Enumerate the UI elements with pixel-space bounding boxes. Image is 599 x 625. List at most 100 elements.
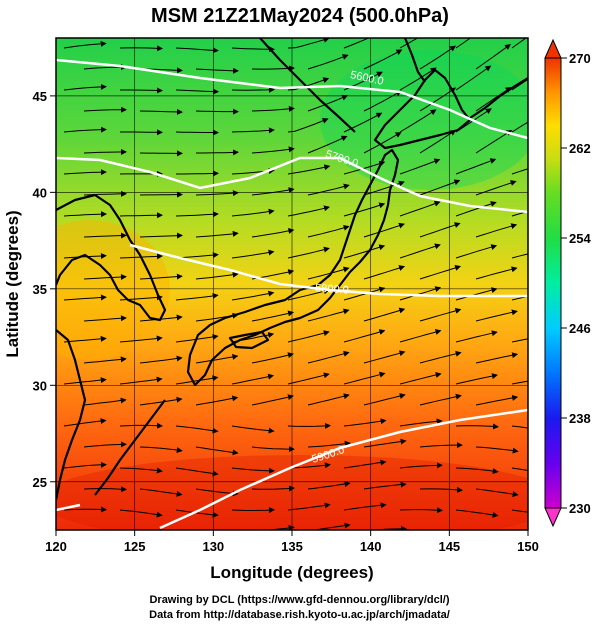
streamline-arrow	[399, 372, 442, 385]
streamline-arrow	[139, 355, 183, 364]
streamline-arrow	[363, 265, 406, 280]
contour-5600	[56, 58, 528, 140]
streamline-arrow	[119, 422, 163, 429]
streamline-arrow	[399, 109, 437, 133]
hot-patch-south	[56, 455, 528, 530]
coast-ryukyu	[94, 399, 166, 496]
credit-line-1: Drawing by DCL (https://www.gfd-dennou.o…	[149, 594, 450, 606]
streamline-arrow	[83, 441, 127, 448]
streamline-arrow	[419, 307, 462, 322]
streamline-arrow	[251, 187, 295, 196]
streamline-arrow	[139, 232, 183, 239]
colorbar-ticks: 270 262 254 246 238 230	[561, 51, 591, 516]
streamline-arrow	[343, 371, 386, 385]
streamline-arrow	[475, 352, 519, 364]
streamline-arrow	[307, 481, 351, 490]
streamline-arrow	[511, 425, 528, 429]
streamline-arrow	[511, 338, 528, 343]
streamline-arrow	[475, 309, 518, 322]
colorbar-tick-label: 254	[569, 231, 591, 246]
streamline-arrow	[399, 200, 441, 217]
y-tick-label: 25	[33, 475, 47, 490]
y-axis-label: Latitude (degrees)	[3, 210, 22, 357]
streamline-arrow	[287, 372, 330, 385]
streamline-arrow	[287, 77, 330, 91]
streamline-arrow	[343, 329, 386, 343]
streamline-arrow	[287, 246, 330, 259]
coast-shikoku	[228, 330, 270, 350]
streamline-arrow	[176, 170, 219, 177]
streamline-arrow	[511, 380, 528, 385]
streamline-arrow	[475, 223, 518, 238]
streamline-arrow	[455, 201, 497, 217]
contour-5800	[129, 243, 528, 298]
streamline-arrow	[307, 224, 350, 238]
colorbar-bar	[544, 57, 562, 509]
streamline-arrow	[63, 377, 107, 385]
streamline-arrow	[399, 286, 442, 301]
streamline-arrow	[195, 354, 239, 364]
streamline-arrow	[287, 117, 329, 133]
streamline-arrow	[343, 244, 386, 259]
streamline-arrow	[287, 38, 330, 49]
streamline-arrow	[476, 531, 518, 537]
streamline-arrow	[287, 502, 331, 511]
streamline-arrow	[83, 190, 127, 197]
streamline-arrow	[175, 467, 219, 477]
streamline-arrow	[363, 350, 406, 364]
colorbar-tick-label: 238	[569, 411, 591, 426]
streamline-arrow	[251, 352, 294, 364]
streamline-arrow	[231, 507, 275, 514]
streamline-arrow	[63, 506, 107, 513]
streamline-arrow	[63, 40, 107, 49]
streamline-arrow	[419, 179, 461, 196]
streamline-arrow	[63, 211, 107, 218]
streamline-arrow	[475, 180, 517, 196]
streamline-arrow	[231, 46, 275, 53]
streamline-arrow	[511, 78, 528, 91]
streamline-arrow	[231, 127, 275, 134]
streamline-arrow	[455, 287, 498, 301]
streamline-arrow	[175, 211, 219, 218]
streamline-arrow	[511, 168, 528, 175]
streamline-arrow	[363, 49, 403, 70]
streamline-arrow	[455, 373, 498, 385]
streamline-arrow	[475, 129, 513, 154]
streamline-arrow	[231, 249, 275, 259]
streamline-arrow	[363, 393, 406, 406]
streamline-arrow	[419, 393, 462, 406]
streamline-arrow	[307, 94, 349, 112]
streamline-arrow	[83, 232, 127, 239]
streamline-arrow	[231, 373, 275, 385]
streamline-arrow	[343, 286, 386, 301]
streamline-arrow	[119, 212, 163, 219]
streamline-arrow	[399, 158, 441, 175]
streamline-arrow	[287, 164, 331, 175]
streamline-arrow	[83, 273, 127, 280]
streamline-arrow	[307, 54, 349, 70]
streamline-arrow	[287, 288, 330, 301]
y-axis-ticks: 25 30 35 40 45	[33, 89, 56, 490]
streamline-arrow	[195, 190, 239, 197]
streamline-arrow	[363, 438, 407, 448]
height-contours	[56, 58, 528, 530]
x-tick-label: 145	[438, 539, 460, 554]
streamline-arrow	[119, 467, 163, 474]
coast-china-east	[56, 329, 87, 501]
streamline-arrow	[139, 488, 183, 497]
streamline-arrow	[231, 208, 275, 217]
streamline-arrow	[363, 307, 406, 322]
streamline-arrow	[363, 222, 405, 238]
streamline-arrow	[139, 396, 183, 406]
streamline-arrow	[251, 485, 295, 492]
streamline-arrow	[511, 38, 527, 49]
streamline-arrow	[195, 488, 239, 497]
streamline-arrow	[475, 446, 519, 454]
streamline-arrow	[196, 149, 239, 156]
streamline-arrow	[175, 509, 219, 518]
streamline-arrow	[420, 531, 462, 535]
streamline-arrow	[399, 418, 443, 427]
streamline-arrow	[511, 253, 528, 259]
streamline-arrow	[455, 65, 492, 91]
